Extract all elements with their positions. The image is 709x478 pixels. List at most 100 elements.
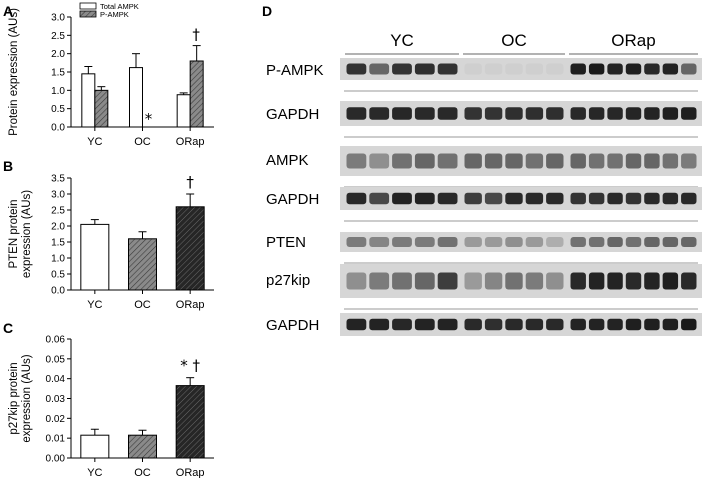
bar-oc <box>128 238 157 291</box>
blot-band <box>588 272 605 290</box>
y-tick-label: 3.0 <box>51 190 65 201</box>
blot-band <box>588 153 605 169</box>
blot-band <box>369 153 390 169</box>
x-tick-label: OC <box>134 467 151 478</box>
blot-band <box>525 63 544 75</box>
significance-marker: * † <box>180 357 200 375</box>
blot-band <box>484 237 503 247</box>
x-tick-label: OC <box>134 136 151 148</box>
blot-row-label: PTEN <box>266 234 306 251</box>
y-tick-label: 0.05 <box>46 354 66 365</box>
blot-band <box>681 272 697 290</box>
western-blot-panel: YC OC ORap P-AMPK GAPDH AMPK GAPDH PTEN p27kip GA… <box>266 31 702 336</box>
panel-label-d: D <box>262 3 272 19</box>
blot-band <box>414 272 435 290</box>
blot-band <box>484 192 503 205</box>
blot-band <box>369 318 390 331</box>
x-tick-label: YC <box>87 299 102 311</box>
blot-band <box>607 153 623 169</box>
blot-band <box>662 272 679 290</box>
bar-p-ampk-yc <box>94 89 109 128</box>
y-tick-label: 0.01 <box>46 434 66 445</box>
blot-band <box>662 237 679 247</box>
blot-band <box>681 63 697 75</box>
blot-band <box>437 192 458 205</box>
blot-band <box>625 318 642 331</box>
blot-band <box>662 153 679 169</box>
blot-band <box>681 153 697 169</box>
blot-band <box>625 192 642 205</box>
blot-band <box>392 237 412 247</box>
y-tick-label: 3.0 <box>51 13 65 24</box>
y-tick-label: 2.0 <box>51 49 65 60</box>
panel-label-b: B <box>3 158 13 174</box>
blot-band <box>588 318 605 331</box>
blot-band <box>437 237 458 247</box>
x-tick-label: ORap <box>176 136 205 148</box>
blot-band <box>392 272 412 290</box>
blot-band <box>484 318 503 331</box>
y-tick-label: 0.0 <box>51 123 65 134</box>
blot-band <box>588 192 605 205</box>
blot-band <box>588 63 605 75</box>
blot-band <box>525 192 544 205</box>
blot-band <box>546 272 564 290</box>
blot-band <box>525 272 544 290</box>
blot-band <box>681 318 697 331</box>
blot-band <box>464 318 482 331</box>
blot-band <box>607 272 623 290</box>
blot-band <box>662 107 679 120</box>
blot-band <box>625 63 642 75</box>
blot-band <box>414 63 435 75</box>
blot-band <box>546 63 564 75</box>
blot-band <box>369 237 390 247</box>
blot-band <box>437 107 458 120</box>
blot-band <box>570 192 586 205</box>
y-tick-label: 0.04 <box>46 374 66 385</box>
significance-marker: † <box>186 173 194 191</box>
blot-band <box>644 318 660 331</box>
blot-band <box>546 107 564 120</box>
chart-c-p27kip-expression: 0.00 0.01 0.02 0.03 0.04 0.05 0.06 YC OC ORap p27k… <box>8 335 214 478</box>
blot-band <box>369 272 390 290</box>
blot-band <box>546 192 564 205</box>
blot-group-label: OC <box>501 31 527 50</box>
blot-band <box>346 192 367 205</box>
blot-band <box>369 107 390 120</box>
blot-band <box>392 192 412 205</box>
blot-band <box>607 237 623 247</box>
blot-band <box>607 107 623 120</box>
chart-a-protein-expression: 0.0 0.5 1.0 1.5 2.0 2.5 3.0 YC OC ORap Protein exp… <box>8 2 214 148</box>
legend-swatch <box>79 2 97 10</box>
blot-row-label: AMPK <box>266 152 309 169</box>
blot-band <box>346 107 367 120</box>
blot-band <box>464 63 482 75</box>
bar-p-ampk-orap <box>189 60 204 128</box>
blot-band <box>392 318 412 331</box>
blot-band <box>346 318 367 331</box>
x-tick-label: OC <box>134 299 151 311</box>
blot-band <box>570 63 586 75</box>
significance-marker: * <box>145 110 153 128</box>
blot-band <box>484 153 503 169</box>
blot-band <box>525 107 544 120</box>
bar-orap <box>175 385 205 459</box>
bar-total-ampk-oc <box>129 67 143 128</box>
blot-band <box>625 107 642 120</box>
y-tick-label: 1.0 <box>51 254 65 265</box>
blot-band <box>588 237 605 247</box>
legend-swatch <box>79 10 97 18</box>
blot-band <box>414 237 435 247</box>
x-tick-label: ORap <box>176 467 205 478</box>
y-axis-label: p27kip protein <box>8 362 20 434</box>
blot-band <box>644 107 660 120</box>
chart-b-pten-expression: 0.0 0.5 1.0 1.5 2.0 2.5 3.0 3.5 YC OC ORap PTEN pro… <box>8 173 214 311</box>
y-tick-label: 1.5 <box>51 68 65 79</box>
blot-band <box>346 237 367 247</box>
panel-label-a: A <box>3 3 13 19</box>
y-tick-label: 0.02 <box>46 414 66 425</box>
blot-band <box>464 237 482 247</box>
blot-band <box>625 237 642 247</box>
blot-band <box>484 272 503 290</box>
y-tick-label: 0.5 <box>51 104 65 115</box>
